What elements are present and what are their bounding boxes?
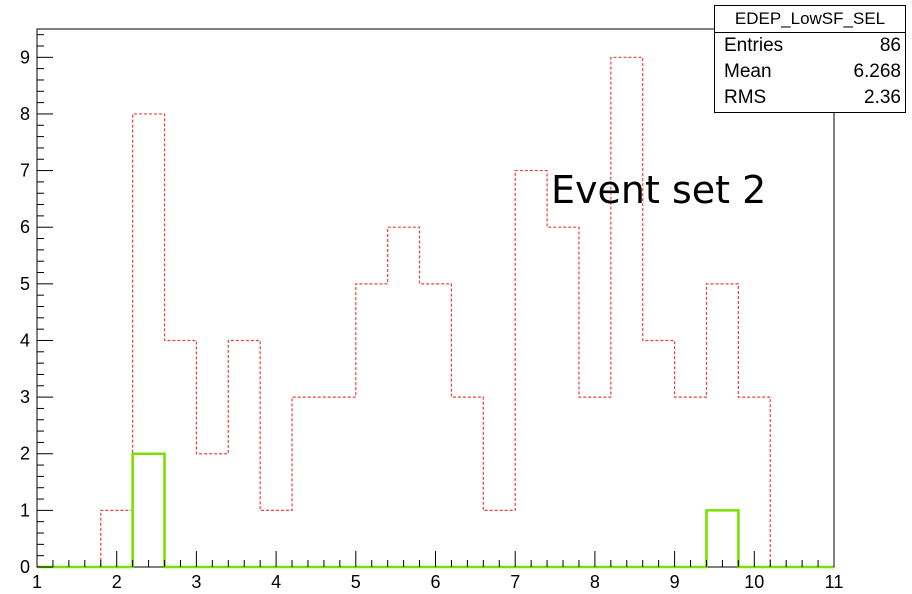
y-tick-label: 1 [20, 500, 30, 520]
stats-title: EDEP_LowSF_SEL [715, 6, 905, 33]
y-tick-label: 2 [20, 444, 30, 464]
y-tick-label: 4 [20, 330, 30, 350]
x-tick-label: 8 [590, 572, 600, 592]
stats-value: 6.268 [853, 61, 901, 82]
x-tick-label: 11 [825, 572, 844, 592]
x-tick-label: 10 [744, 572, 764, 592]
x-tick-label: 7 [510, 572, 520, 592]
y-tick-label: 0 [20, 557, 30, 577]
stats-label: RMS [724, 87, 767, 108]
stats-value: 86 [879, 35, 901, 56]
x-tick-label: 1 [32, 572, 42, 592]
stats-label: Entries [724, 35, 784, 56]
stats-row-mean: Mean 6.268 [715, 59, 905, 85]
stats-row-entries: Entries 86 [715, 33, 905, 59]
y-tick-label: 6 [20, 217, 30, 237]
stats-row-rms: RMS 2.36 [715, 85, 905, 111]
stats-label: Mean [724, 61, 772, 82]
y-tick-label: 3 [20, 387, 30, 407]
x-tick-label: 5 [351, 572, 361, 592]
stats-box: EDEP_LowSF_SEL Entries 86 Mean 6.268 RMS… [714, 5, 906, 113]
y-tick-label: 9 [20, 47, 30, 67]
x-tick-label: 4 [271, 572, 281, 592]
y-tick-label: 5 [20, 274, 30, 294]
series-layer [37, 56, 834, 569]
y-tick-label: 8 [20, 104, 30, 124]
x-tick-label: 9 [670, 572, 680, 592]
stats-value: 2.36 [864, 87, 901, 108]
x-tick-label: 2 [112, 572, 122, 592]
x-tick-label: 3 [191, 572, 201, 592]
series-dashed-red [37, 56, 834, 568]
y-tick-label: 7 [20, 161, 30, 181]
x-tick-label: 6 [430, 572, 440, 592]
event-set-annotation: Event set 2 [551, 168, 766, 212]
series-solid-green [37, 452, 834, 569]
